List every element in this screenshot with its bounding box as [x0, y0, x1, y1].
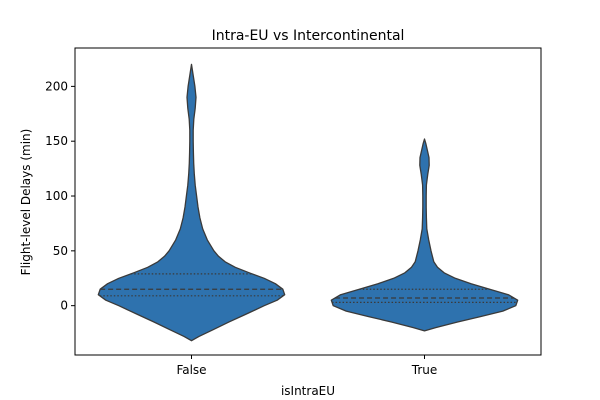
violin-False: [97, 63, 286, 342]
y-tick-label: 200: [45, 79, 68, 93]
y-tick-label: 50: [53, 244, 68, 258]
y-tick-label: 100: [45, 189, 68, 203]
x-tick-label: False: [176, 363, 206, 377]
plot-frame: [74, 47, 542, 356]
x-tick-label: True: [411, 363, 438, 377]
y-tick-label: 150: [45, 134, 68, 148]
violin-True: [330, 138, 519, 332]
x-axis-label: isIntraEU: [281, 384, 335, 398]
violin-layer: [97, 63, 519, 342]
chart-title: Intra-EU vs Intercontinental: [212, 28, 405, 44]
y-axis-label: Flight-level Delays (min): [19, 129, 33, 276]
y-tick-label: 0: [60, 299, 68, 313]
axis-ticks: 0 50 100 150 200 False True: [45, 79, 437, 377]
